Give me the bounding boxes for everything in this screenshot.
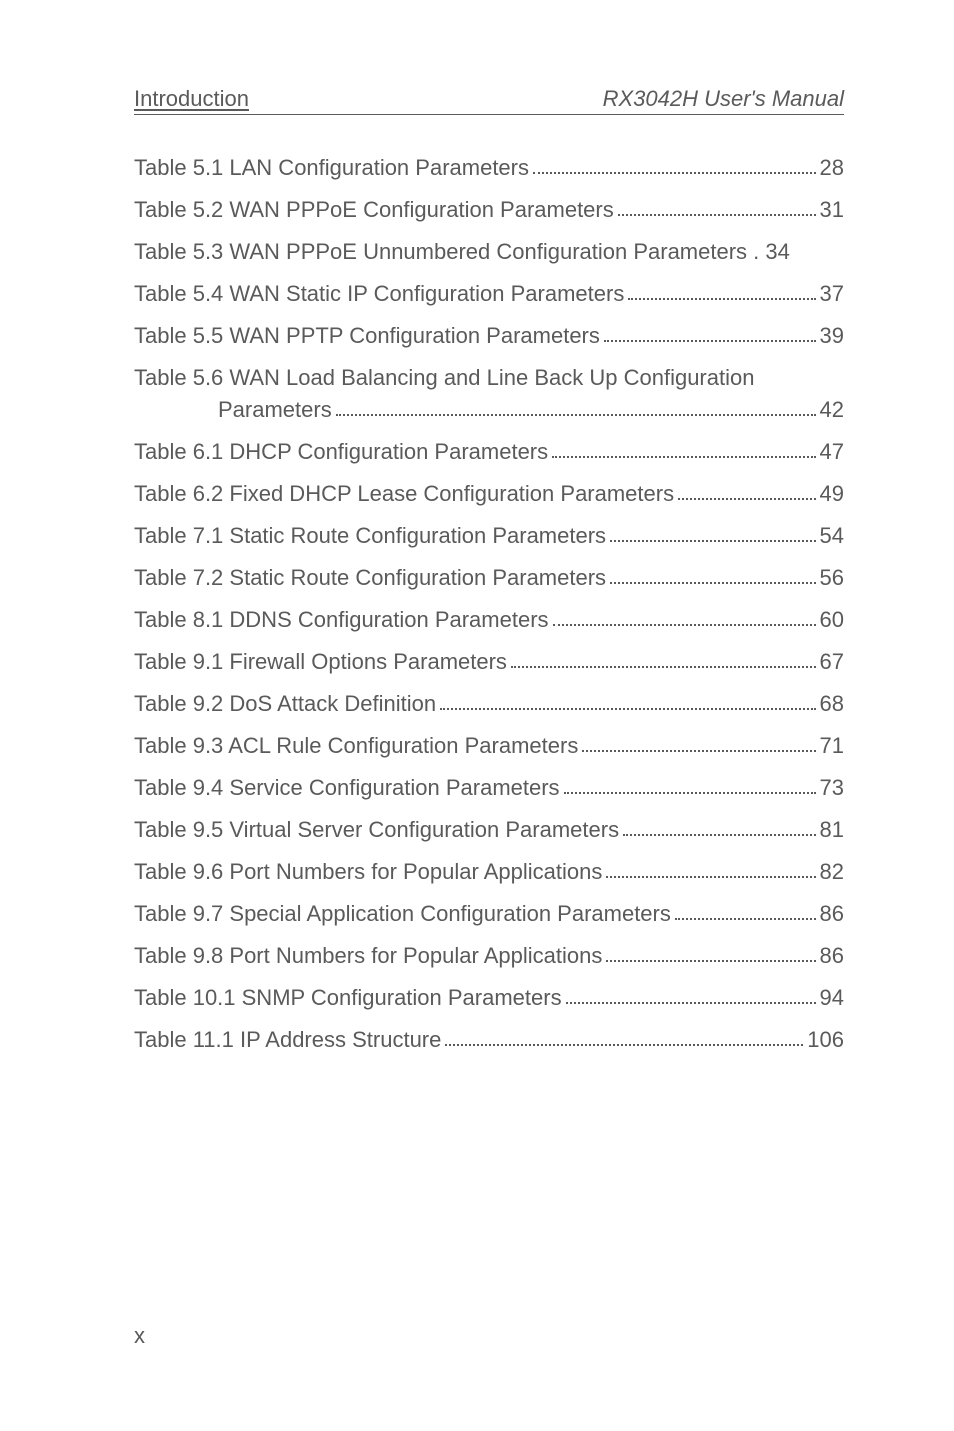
toc-text: Table 9.5 Virtual Server Configuration P…: [134, 819, 619, 841]
toc-page: 71: [820, 735, 844, 757]
toc-page: 54: [820, 525, 844, 547]
toc-entry: Table 10.1 SNMP Configuration Parameters…: [134, 987, 844, 1009]
toc-text: Table 5.4 WAN Static IP Configuration Pa…: [134, 283, 624, 305]
toc-leader: [678, 497, 815, 500]
toc-leader: [610, 539, 815, 542]
toc-page: 82: [820, 861, 844, 883]
toc-text: Table 9.3 ACL Rule Configuration Paramet…: [134, 735, 578, 757]
toc-page: 47: [820, 441, 844, 463]
toc-page: 42: [820, 399, 844, 421]
page-number: x: [134, 1323, 145, 1349]
toc-page: 39: [820, 325, 844, 347]
toc-page: 31: [820, 199, 844, 221]
toc-leader: [445, 1043, 803, 1046]
toc-text-line1: Table 5.6 WAN Load Balancing and Line Ba…: [134, 367, 844, 389]
toc-text: Table 5.5 WAN PPTP Configuration Paramet…: [134, 325, 600, 347]
toc-text: Table 7.1 Static Route Configuration Par…: [134, 525, 606, 547]
toc-leader: [623, 833, 815, 836]
toc-page: 28: [820, 157, 844, 179]
toc-page: 68: [820, 693, 844, 715]
toc-entry: Table 5.6 WAN Load Balancing and Line Ba…: [134, 367, 844, 421]
toc-entry: Table 11.1 IP Address Structure 106: [134, 1029, 844, 1051]
toc-entry: Table 5.5 WAN PPTP Configuration Paramet…: [134, 325, 844, 347]
toc-text: Table 9.6 Port Numbers for Popular Appli…: [134, 861, 602, 883]
toc-entry: Table 7.1 Static Route Configuration Par…: [134, 525, 844, 547]
toc-leader: [564, 791, 816, 794]
toc-entry: Table 9.6 Port Numbers for Popular Appli…: [134, 861, 844, 883]
toc-text: Table 9.8 Port Numbers for Popular Appli…: [134, 945, 602, 967]
toc-entry: Table 7.2 Static Route Configuration Par…: [134, 567, 844, 589]
page: Introduction RX3042H User's Manual Table…: [0, 0, 954, 1431]
toc-entry: Table 9.5 Virtual Server Configuration P…: [134, 819, 844, 841]
toc-page: 94: [820, 987, 844, 1009]
toc-leader: [618, 213, 816, 216]
toc-leader: [533, 171, 816, 174]
toc-text: Table 8.1 DDNS Configuration Parameters: [134, 609, 549, 631]
toc-page: 86: [820, 903, 844, 925]
header-section: Introduction: [134, 86, 249, 112]
toc-page: 86: [820, 945, 844, 967]
toc-entry: Table 9.2 DoS Attack Definition 68: [134, 693, 844, 715]
toc-leader: [582, 749, 815, 752]
list-of-tables: Table 5.1 LAN Configuration Parameters 2…: [134, 157, 844, 1051]
toc-page-num: 34: [765, 239, 789, 264]
toc-entry: Table 9.7 Special Application Configurat…: [134, 903, 844, 925]
toc-text: Table 7.2 Static Route Configuration Par…: [134, 567, 606, 589]
toc-page: 37: [820, 283, 844, 305]
toc-leader: [566, 1001, 816, 1004]
toc-text-line2: Parameters 42: [134, 399, 844, 421]
toc-text: Table 6.2 Fixed DHCP Lease Configuration…: [134, 483, 674, 505]
toc-entry: Table 9.8 Port Numbers for Popular Appli…: [134, 945, 844, 967]
toc-entry: Table 6.2 Fixed DHCP Lease Configuration…: [134, 483, 844, 505]
toc-entry: Table 5.2 WAN PPPoE Configuration Parame…: [134, 199, 844, 221]
toc-entry: Table 5.3 WAN PPPoE Unnumbered Configura…: [134, 241, 844, 263]
toc-leader: [604, 339, 816, 342]
toc-page: 56: [820, 567, 844, 589]
toc-entry: Table 6.1 DHCP Configuration Parameters …: [134, 441, 844, 463]
toc-leader: [511, 665, 816, 668]
toc-entry: Table 9.4 Service Configuration Paramete…: [134, 777, 844, 799]
toc-leader: [552, 455, 815, 458]
toc-text: Table 11.1 IP Address Structure: [134, 1029, 441, 1051]
toc-text: Table 9.2 DoS Attack Definition: [134, 693, 436, 715]
toc-entry: Table 5.1 LAN Configuration Parameters 2…: [134, 157, 844, 179]
toc-leader: [606, 875, 815, 878]
toc-text: Table 5.1 LAN Configuration Parameters: [134, 157, 529, 179]
toc-entry: Table 9.1 Firewall Options Parameters 67: [134, 651, 844, 673]
toc-entry: Table 8.1 DDNS Configuration Parameters …: [134, 609, 844, 631]
toc-leader: [606, 959, 815, 962]
toc-page: 49: [820, 483, 844, 505]
toc-text: Table 5.2 WAN PPPoE Configuration Parame…: [134, 199, 614, 221]
toc-page: . 34: [747, 241, 790, 263]
page-header: Introduction RX3042H User's Manual: [134, 86, 844, 115]
toc-text: Table 5.3 WAN PPPoE Unnumbered Configura…: [134, 241, 747, 263]
toc-text: Table 9.4 Service Configuration Paramete…: [134, 777, 560, 799]
toc-leader: [440, 707, 815, 710]
toc-page: 106: [807, 1029, 844, 1051]
toc-leader: [336, 413, 816, 416]
toc-page: 73: [820, 777, 844, 799]
toc-entry: Table 9.3 ACL Rule Configuration Paramet…: [134, 735, 844, 757]
toc-text: Table 9.1 Firewall Options Parameters: [134, 651, 507, 673]
toc-text: Table 6.1 DHCP Configuration Parameters: [134, 441, 548, 463]
toc-page: 67: [820, 651, 844, 673]
toc-page: 60: [820, 609, 844, 631]
toc-leader: [628, 297, 815, 300]
toc-text: Table 9.7 Special Application Configurat…: [134, 903, 671, 925]
toc-page: 81: [820, 819, 844, 841]
toc-entry: Table 5.4 WAN Static IP Configuration Pa…: [134, 283, 844, 305]
toc-leader: [610, 581, 815, 584]
header-manual-title: RX3042H User's Manual: [603, 86, 844, 112]
toc-subtext: Parameters: [218, 399, 332, 421]
toc-leader: [553, 623, 816, 626]
toc-text: Table 10.1 SNMP Configuration Parameters: [134, 987, 562, 1009]
toc-leader: [675, 917, 816, 920]
